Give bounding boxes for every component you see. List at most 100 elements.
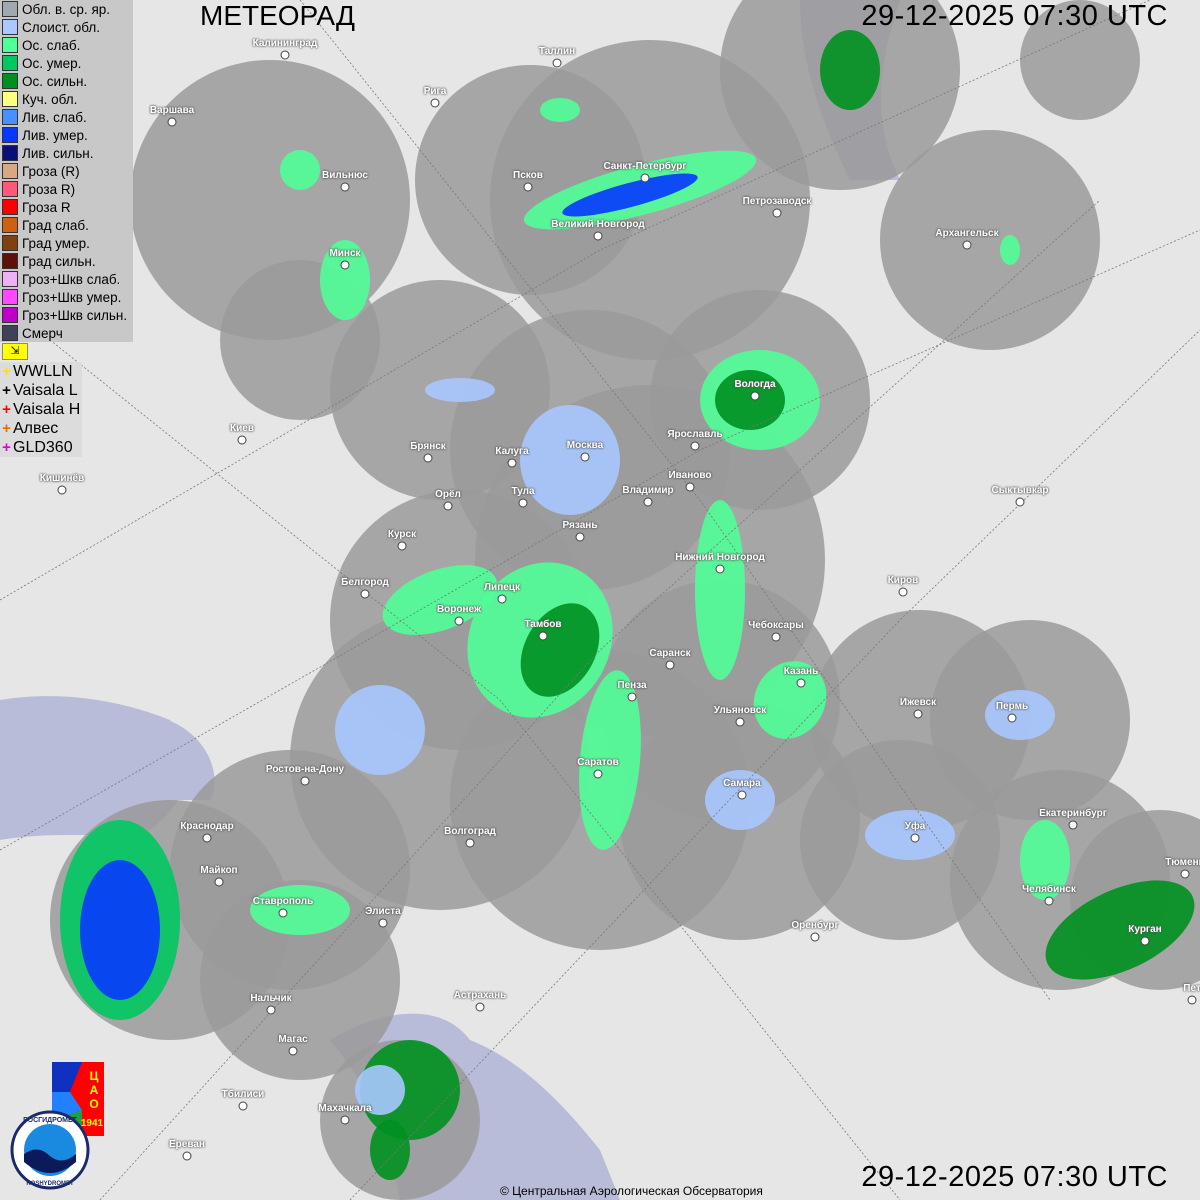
city-label: Курган bbox=[1128, 924, 1162, 935]
city-label: Кишинёв bbox=[39, 473, 85, 484]
lightning-cross-icon: + bbox=[2, 363, 11, 380]
precipitation-echo bbox=[705, 770, 775, 830]
city-label: Ульяновск bbox=[713, 705, 767, 716]
city-label: Ростов-на-Дону bbox=[265, 764, 345, 775]
city-label: Киев bbox=[230, 423, 254, 434]
legend-label: Обл. в. ср. яр. bbox=[22, 1, 111, 17]
city-marker bbox=[640, 173, 650, 183]
svg-text:РОСГИДРОМЕТ: РОСГИДРОМЕТ bbox=[23, 1117, 78, 1124]
legend-item: Град слаб. bbox=[0, 216, 133, 234]
city-label: Архангельск bbox=[935, 228, 999, 239]
precipitation-echo bbox=[360, 1040, 460, 1140]
legend-label: Лив. умер. bbox=[22, 127, 88, 143]
timestamp-bottom: 29-12-2025 07:30 UTC bbox=[861, 1161, 1168, 1193]
lightning-source-item: + Алвес bbox=[0, 419, 82, 438]
city-marker bbox=[1015, 497, 1025, 507]
precipitation-echo bbox=[355, 1065, 405, 1115]
svg-text:А: А bbox=[90, 1083, 99, 1097]
legend-item: Град сильн. bbox=[0, 252, 133, 270]
legend-label: Лив. слаб. bbox=[22, 109, 87, 125]
city-label: Казань bbox=[783, 666, 819, 677]
city-marker bbox=[454, 616, 464, 626]
city-label: Волгоград bbox=[444, 826, 496, 837]
legend-label: Гроз+Шкв сильн. bbox=[22, 307, 128, 323]
city-marker bbox=[423, 453, 433, 463]
legend-label: Град сильн. bbox=[22, 253, 96, 269]
city-marker bbox=[538, 631, 548, 641]
precipitation-echo bbox=[250, 885, 350, 935]
precipitation-echo bbox=[280, 150, 320, 190]
city-label: Саратов bbox=[577, 757, 619, 768]
city-marker bbox=[202, 833, 212, 843]
legend-label: Ос. умер. bbox=[22, 55, 82, 71]
lightning-cross-icon: + bbox=[2, 401, 11, 418]
precipitation-echo bbox=[520, 405, 620, 515]
lightning-source-label: Vaisala L bbox=[13, 381, 78, 399]
city-label: Таллин bbox=[538, 46, 576, 57]
legend-item: Гроза R bbox=[0, 198, 133, 216]
legend-swatch bbox=[2, 19, 18, 35]
city-marker bbox=[523, 182, 533, 192]
precipitation-echo bbox=[715, 370, 785, 430]
city-label: Белгород bbox=[341, 577, 389, 588]
svg-text:Ц: Ц bbox=[90, 1069, 99, 1083]
city-marker bbox=[1180, 869, 1190, 879]
legend-item: Ос. сильн. bbox=[0, 72, 133, 90]
city-marker bbox=[593, 231, 603, 241]
legend-item: Слоист. обл. bbox=[0, 18, 133, 36]
city-marker bbox=[397, 541, 407, 551]
city-label: Псков bbox=[513, 170, 543, 181]
city-marker bbox=[665, 660, 675, 670]
city-marker bbox=[962, 240, 972, 250]
legend-label: Град умер. bbox=[22, 235, 90, 251]
precipitation-echo bbox=[320, 240, 370, 320]
city-label: Вологда bbox=[734, 379, 776, 390]
city-marker bbox=[360, 589, 370, 599]
precipitation-echo bbox=[1045, 880, 1195, 980]
city-label: Пермь bbox=[995, 701, 1029, 712]
city-marker bbox=[552, 58, 562, 68]
city-marker bbox=[475, 1002, 485, 1012]
city-marker bbox=[627, 692, 637, 702]
legend-label: Смерч bbox=[22, 325, 63, 341]
city-marker bbox=[910, 833, 920, 843]
city-marker bbox=[735, 717, 745, 727]
city-marker bbox=[288, 1046, 298, 1056]
precipitation-echo bbox=[335, 685, 425, 775]
legend-swatch bbox=[2, 145, 18, 161]
city-marker bbox=[1044, 896, 1054, 906]
city-label: Сыктывкар bbox=[991, 485, 1049, 496]
city-label: Брянск bbox=[410, 441, 446, 452]
lightning-source-item: + Vaisala L bbox=[0, 381, 82, 400]
city-label: Киров bbox=[887, 575, 919, 586]
city-label: Астрахань bbox=[453, 990, 507, 1001]
svg-text:ROSHYDROMET: ROSHYDROMET bbox=[26, 1181, 74, 1187]
lightning-source-item: + GLD360 bbox=[0, 438, 82, 457]
city-label: Оренбург bbox=[791, 920, 839, 931]
copyright: © Центральная Аэрологическая Обсерватори… bbox=[500, 1184, 763, 1198]
city-marker bbox=[238, 1101, 248, 1111]
legend-label: Гроза R) bbox=[22, 181, 76, 197]
city-marker bbox=[214, 877, 224, 887]
precipitation-echo bbox=[695, 500, 745, 680]
city-marker bbox=[772, 208, 782, 218]
precipitation-echo bbox=[382, 565, 498, 635]
lightning-cross-icon: + bbox=[2, 382, 11, 399]
city-label: Ставрополь bbox=[252, 896, 314, 907]
city-label: Ереван bbox=[169, 1139, 205, 1150]
lightning-source-label: WWLLN bbox=[13, 362, 73, 380]
city-label: Пенза bbox=[617, 680, 647, 691]
precipitation-echo bbox=[1020, 820, 1070, 900]
legend-item: Куч. обл. bbox=[0, 90, 133, 108]
city-label: Элиста bbox=[365, 906, 401, 917]
legend-swatch bbox=[2, 1, 18, 17]
city-marker bbox=[810, 932, 820, 942]
city-marker bbox=[575, 532, 585, 542]
city-label: Санкт-Петербург bbox=[603, 161, 687, 172]
city-label: Краснодар bbox=[180, 821, 234, 832]
legend-swatch bbox=[2, 307, 18, 323]
city-marker bbox=[266, 1005, 276, 1015]
flag-icon[interactable]: ⇲ bbox=[2, 343, 28, 360]
